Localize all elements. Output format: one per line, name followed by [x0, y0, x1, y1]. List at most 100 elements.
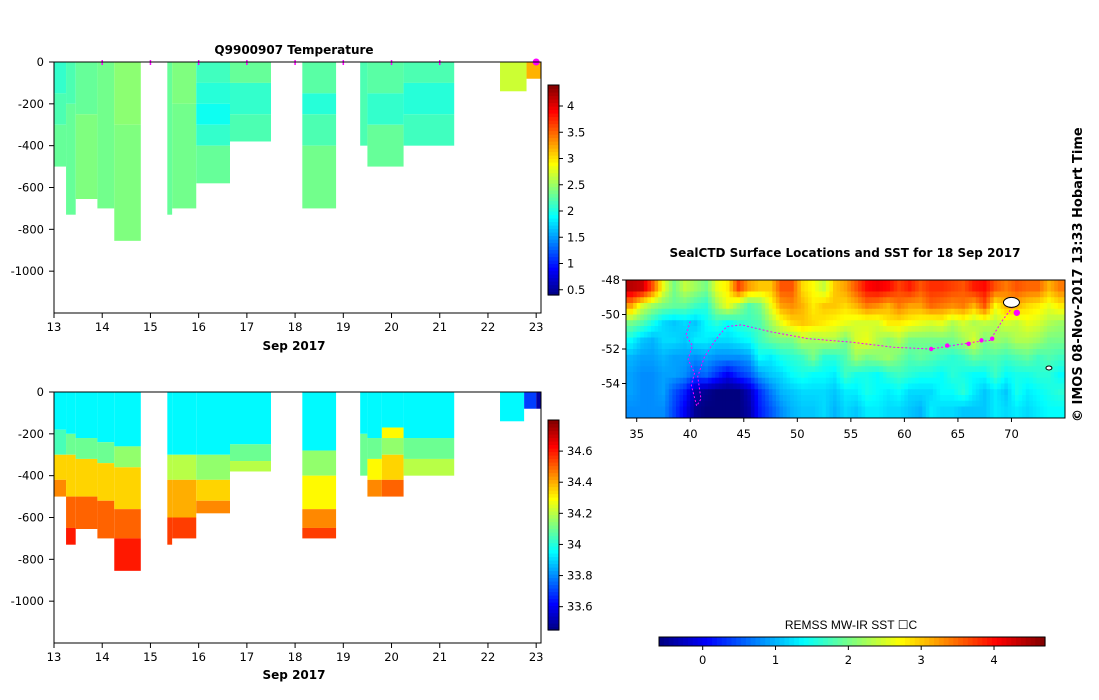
colorbar-step: [548, 190, 559, 195]
sst-cell: [940, 412, 945, 419]
sst-cell: [754, 303, 759, 310]
sst-cell: [658, 406, 663, 413]
sst-cell: [854, 366, 859, 373]
sst-cell: [922, 331, 927, 338]
sst-cell: [872, 285, 877, 292]
sst-cell: [711, 297, 716, 304]
sst-cell: [929, 314, 934, 321]
sst-cell: [979, 354, 984, 361]
sst-cell: [711, 412, 716, 419]
sst-cell: [890, 285, 895, 292]
profile-12-layer-0: [381, 392, 404, 428]
sst-cell: [1011, 337, 1016, 344]
sst-cell: [900, 389, 905, 396]
sst-cell: [879, 320, 884, 327]
sst-cell: [683, 366, 688, 373]
profile-7-layer-2: [196, 103, 230, 125]
sst-cell: [1029, 285, 1034, 292]
sst-cell: [815, 297, 820, 304]
sst-cell: [954, 303, 959, 310]
sst-cell: [797, 303, 802, 310]
sst-cell: [847, 297, 852, 304]
sst-cell: [743, 377, 748, 384]
sst-cell: [1011, 366, 1016, 373]
sst-cell: [1004, 412, 1009, 419]
colorbar-tick-label: 2.5: [567, 178, 585, 192]
sst-cell: [982, 343, 987, 350]
sst-cell: [975, 389, 980, 396]
sst-cell: [850, 297, 855, 304]
sst-cell: [947, 280, 952, 287]
sst-cell: [704, 383, 709, 390]
sst-cell: [1032, 366, 1037, 373]
sst-cell: [629, 400, 634, 407]
sst-cell: [943, 291, 948, 298]
colorbar-tick-label: 1: [567, 257, 574, 271]
sst-cell: [972, 291, 977, 298]
sst-cell: [704, 320, 709, 327]
sst-cell: [675, 412, 680, 419]
sst-cell: [1043, 395, 1048, 402]
sst-cell: [1029, 377, 1034, 384]
sst-cell: [754, 400, 759, 407]
sst-colorbar-tick-label: 1: [772, 653, 779, 667]
sst-cell: [1043, 400, 1048, 407]
sst-cell: [1047, 377, 1052, 384]
sst-cell: [850, 308, 855, 315]
sst-cell: [793, 349, 798, 356]
sst-cell: [679, 308, 684, 315]
sst-cell: [668, 280, 673, 287]
sst-cell: [1029, 412, 1034, 419]
sst-cell: [1000, 412, 1005, 419]
sst-cell: [743, 326, 748, 333]
sst-cell: [857, 314, 862, 321]
sst-cell: [654, 395, 659, 402]
sst-cell: [815, 372, 820, 379]
sst-cell: [693, 377, 698, 384]
sst-cell: [650, 377, 655, 384]
sst-cell: [750, 326, 755, 333]
profile-10-layer-0: [360, 392, 368, 434]
sst-cell: [961, 383, 966, 390]
sst-cell: [804, 389, 809, 396]
colorbar-step: [548, 577, 559, 582]
sst-cell: [925, 400, 930, 407]
colorbar-step: [548, 165, 559, 170]
colorbar-step: [548, 497, 559, 502]
sst-cell: [915, 383, 920, 390]
profile-10-layer-0: [360, 62, 368, 146]
sst-cell: [668, 285, 673, 292]
sst-cell: [911, 303, 916, 310]
colorbar-step: [548, 619, 559, 624]
sst-cell: [1047, 395, 1052, 402]
sst-cell: [979, 320, 984, 327]
sst-cell: [629, 372, 634, 379]
sst-cell: [833, 406, 837, 413]
sst-cell: [954, 406, 959, 413]
sst-cell: [865, 360, 870, 367]
sst-cell: [929, 326, 934, 333]
sst-cell: [847, 400, 852, 407]
sst-cell: [965, 383, 970, 390]
sst-cell: [729, 412, 734, 419]
sst-cell: [636, 366, 641, 373]
sst-cell: [693, 372, 698, 379]
sst-cell: [961, 326, 966, 333]
sst-cell: [743, 331, 748, 338]
profile-6-layer-1: [172, 103, 197, 209]
sst-cell: [847, 406, 852, 413]
sst-cell: [790, 285, 795, 292]
sst-cell: [850, 395, 855, 402]
sst-cell: [965, 366, 970, 373]
sst-cell: [1040, 285, 1044, 292]
sst-cell: [857, 337, 862, 344]
sst-cell: [765, 331, 770, 338]
sst-cell: [954, 372, 959, 379]
sst-cell: [683, 280, 688, 287]
sst-cell: [1057, 372, 1062, 379]
sst-cell: [868, 366, 873, 373]
sst-cell: [968, 331, 973, 338]
sst-colorbar-step: [953, 637, 959, 646]
sst-cell: [658, 366, 663, 373]
sst-cell: [761, 331, 766, 338]
